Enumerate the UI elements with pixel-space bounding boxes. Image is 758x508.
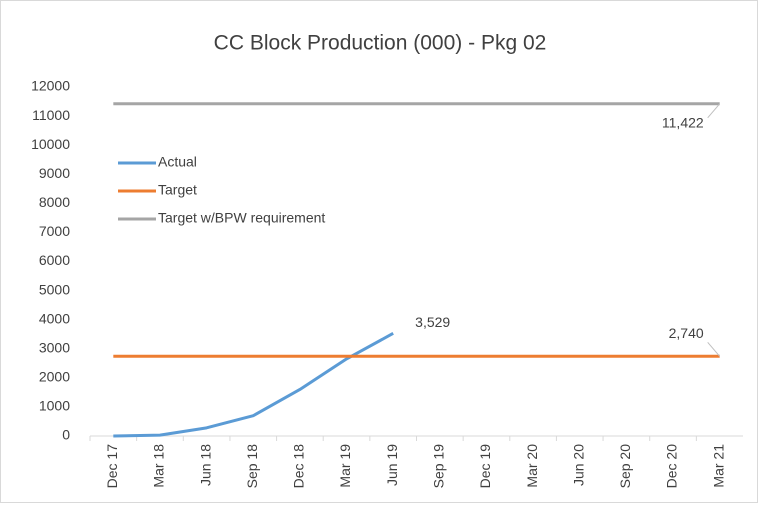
y-tick-label: 5000 bbox=[39, 281, 70, 297]
x-tick-label: Mar 19 bbox=[337, 444, 353, 488]
y-tick-label: 0 bbox=[62, 427, 70, 443]
x-tick-label: Jun 19 bbox=[384, 444, 400, 486]
y-tick-label: 6000 bbox=[39, 252, 70, 268]
x-tick-label: Dec 17 bbox=[104, 444, 120, 489]
y-tick-label: 2000 bbox=[39, 369, 70, 385]
y-tick-label: 12000 bbox=[31, 78, 70, 94]
y-tick-label: 3000 bbox=[39, 339, 70, 355]
x-tick-label: Sep 19 bbox=[431, 444, 447, 489]
x-tick-label: Dec 20 bbox=[664, 444, 680, 489]
data-label: 11,422 bbox=[662, 115, 704, 131]
data-label: 2,740 bbox=[669, 325, 704, 341]
x-tick-label: Dec 19 bbox=[477, 444, 493, 489]
x-tick-label: Mar 18 bbox=[151, 444, 167, 488]
y-tick-label: 7000 bbox=[39, 223, 70, 239]
data-label: 3,529 bbox=[415, 314, 450, 330]
y-tick-label: 4000 bbox=[39, 310, 70, 326]
y-tick-label: 10000 bbox=[31, 136, 70, 152]
x-tick-label: Mar 20 bbox=[524, 444, 540, 488]
x-tick-label: Sep 18 bbox=[244, 444, 260, 489]
y-tick-label: 1000 bbox=[39, 398, 70, 414]
label-leader bbox=[707, 341, 721, 357]
y-tick-label: 11000 bbox=[32, 107, 70, 123]
x-tick-label: Jun 20 bbox=[570, 444, 586, 486]
label-leader bbox=[707, 103, 721, 119]
x-tick-label: Dec 18 bbox=[291, 444, 307, 489]
y-tick-label: 8000 bbox=[39, 194, 70, 210]
x-tick-label: Sep 20 bbox=[617, 444, 633, 489]
series-line bbox=[113, 332, 394, 438]
x-tick-label: Mar 21 bbox=[710, 444, 726, 488]
legend-label: Actual bbox=[158, 154, 197, 170]
legend-label: Target bbox=[158, 182, 197, 198]
legend-label: Target w/BPW requirement bbox=[158, 210, 325, 226]
chart-title: CC Block Production (000) - Pkg 02 bbox=[214, 32, 547, 55]
x-tick-label: Jun 18 bbox=[197, 444, 213, 486]
y-tick-label: 9000 bbox=[39, 165, 70, 181]
